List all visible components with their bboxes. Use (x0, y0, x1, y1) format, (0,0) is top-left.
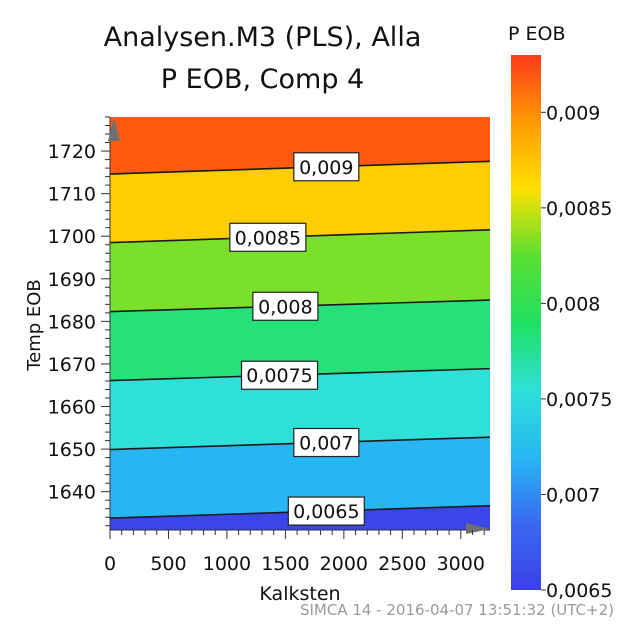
contour-label: 0,009 (299, 157, 353, 179)
y-tick-label: 1700 (48, 226, 96, 248)
contour-labels: 0,009 0,0085 0,008 0,0075 0,007 0,0065 (229, 152, 365, 526)
x-tick-label: 3000 (437, 553, 485, 575)
chart-subtitle: P EOB, Comp 4 (160, 64, 365, 95)
x-tick-label: 500 (150, 553, 186, 575)
colorbar: P EOB 0,009 0,0085 0,008 0,0075 0,007 0,0065 (508, 23, 612, 602)
contour-label: 0,007 (299, 433, 353, 455)
contour-label: 0,0085 (235, 227, 301, 249)
x-tick-label: 2500 (378, 553, 426, 575)
colorbar-tick-label: 0,008 (546, 293, 600, 315)
contour-label-box (240, 360, 319, 390)
x-axis-title: Kalksten (259, 583, 340, 605)
y-axis-title: Temp EOB (24, 279, 45, 372)
contour-label-box (252, 291, 319, 321)
contour-label-box (293, 427, 360, 458)
chart-title: Analysen.M3 (PLS), Alla (103, 22, 422, 53)
y-tick-label: 1640 (48, 482, 96, 504)
contour-label-box (229, 222, 307, 252)
x-tick-label: 2000 (320, 553, 368, 575)
colorbar-tick-label: 0,0065 (546, 580, 612, 602)
contour-label: 0,008 (258, 296, 312, 318)
y-tick-label: 1680 (48, 311, 96, 333)
colorbar-gradient (511, 55, 541, 590)
contour-label-box (293, 152, 360, 182)
colorbar-title: P EOB (508, 23, 566, 45)
axes: 0 500 1000 1500 2000 2500 3000 1640 1650 1660 1670… (24, 116, 490, 605)
y-axis-arrow-icon (108, 117, 120, 141)
y-tick-label: 1670 (48, 354, 96, 376)
colorbar-tick-label: 0,009 (546, 102, 600, 124)
colorbar-tick-label: 0,0085 (546, 198, 612, 220)
contour-label: 0,0075 (246, 365, 312, 387)
x-tick-label: 0 (104, 553, 116, 575)
band-0,009 (110, 117, 490, 175)
y-tick-label: 1720 (48, 141, 96, 163)
x-tick-label: 1500 (261, 553, 309, 575)
y-tick-label: 1690 (48, 269, 96, 291)
footer-timestamp: SIMCA 14 - 2016-04-07 13:51:32 (UTC+2) (299, 601, 614, 619)
contour-label-box (287, 496, 365, 526)
y-tick-label: 1650 (48, 439, 96, 461)
contour-label: 0,0065 (293, 501, 359, 523)
colorbar-tick-label: 0,0075 (546, 389, 612, 411)
colorbar-tick-label: 0,007 (546, 484, 600, 506)
y-tick-label: 1710 (48, 184, 96, 206)
x-tick-label: 1000 (203, 553, 251, 575)
y-tick-label: 1660 (48, 397, 96, 419)
